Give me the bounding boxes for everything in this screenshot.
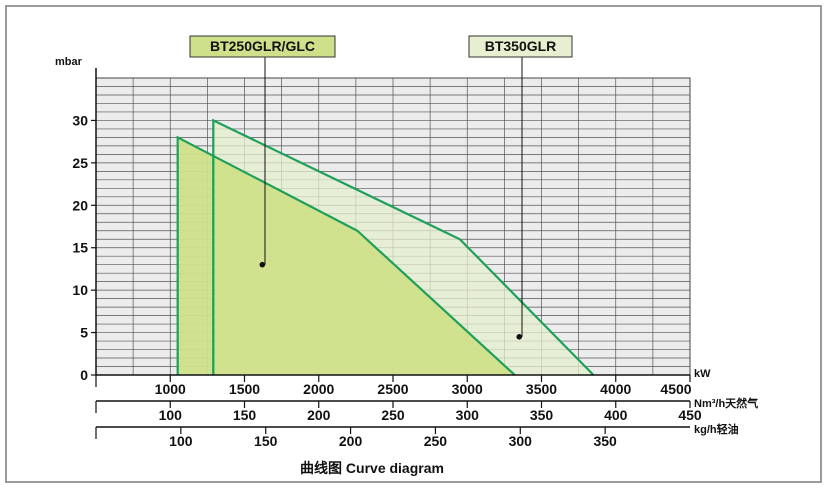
curve-diagram-chart: 0 5 10 15 20 25 30 1000 1500 2000 2500 3000 3500 4000… bbox=[55, 35, 758, 476]
x-tick-label: 100 bbox=[169, 433, 193, 449]
series-line bbox=[176, 135, 516, 376]
x-tick-label: 150 bbox=[233, 407, 257, 423]
x-tick-label: 3000 bbox=[452, 381, 483, 397]
y-tick-label: 20 bbox=[72, 197, 88, 213]
y-tick-label: 15 bbox=[72, 240, 88, 256]
x-tick-label: 250 bbox=[381, 407, 405, 423]
x-tick-label: 3500 bbox=[526, 381, 557, 397]
series-line bbox=[212, 118, 595, 376]
x-tick-label: 350 bbox=[593, 433, 617, 449]
x-tick-label: 200 bbox=[307, 407, 331, 423]
y-tick-label: 30 bbox=[72, 112, 88, 128]
series-marker bbox=[516, 334, 523, 340]
x-tick-label: 450 bbox=[678, 407, 702, 423]
x-axis-unit: kg/h轻油 bbox=[694, 422, 739, 436]
y-tick-label: 0 bbox=[80, 367, 88, 383]
x-tick-label: 250 bbox=[424, 433, 448, 449]
series-areas bbox=[176, 118, 595, 376]
series-label-text: BT350GLR bbox=[485, 38, 557, 54]
x-tick-label: 1500 bbox=[229, 381, 260, 397]
x-tick-label: 400 bbox=[604, 407, 628, 423]
y-tick-label: 25 bbox=[72, 155, 88, 171]
x-axis-unit: Nm³/h天然气 bbox=[694, 396, 758, 410]
x-tick-label: 300 bbox=[456, 407, 480, 423]
chart-caption: 曲线图 Curve diagram bbox=[300, 460, 444, 476]
series-labels: BT250GLR/GLC BT350GLR bbox=[189, 35, 573, 337]
x-tick-label: 4500 bbox=[660, 381, 691, 397]
series-area bbox=[177, 137, 515, 375]
x-tick-label: 2000 bbox=[303, 381, 334, 397]
x-tick-label: 4000 bbox=[600, 381, 631, 397]
x-axis-unit: kW bbox=[694, 368, 711, 380]
y-axis-label: mbar bbox=[55, 56, 83, 68]
x-tick-label: 2500 bbox=[377, 381, 408, 397]
x-tick-label: 350 bbox=[530, 407, 554, 423]
x-tick-label: 1000 bbox=[155, 381, 186, 397]
x-tick-label: 300 bbox=[509, 433, 533, 449]
x-tick-label: 150 bbox=[254, 433, 278, 449]
axes: 0 5 10 15 20 25 30 1000 1500 2000 2500 3000 3500 4000… bbox=[72, 68, 758, 449]
y-tick-label: 5 bbox=[80, 325, 88, 341]
series-marker bbox=[259, 261, 266, 268]
x-tick-label: 100 bbox=[159, 407, 183, 423]
series-label-box bbox=[468, 35, 573, 58]
series-label-box bbox=[189, 35, 336, 58]
y-tick-label: 10 bbox=[72, 282, 88, 298]
chart-frame: 0 5 10 15 20 25 30 1000 1500 2000 2500 3000 3500 4000… bbox=[5, 5, 822, 483]
series-label-text: BT250GLR/GLC bbox=[210, 38, 315, 54]
x-tick-label: 200 bbox=[339, 433, 363, 449]
